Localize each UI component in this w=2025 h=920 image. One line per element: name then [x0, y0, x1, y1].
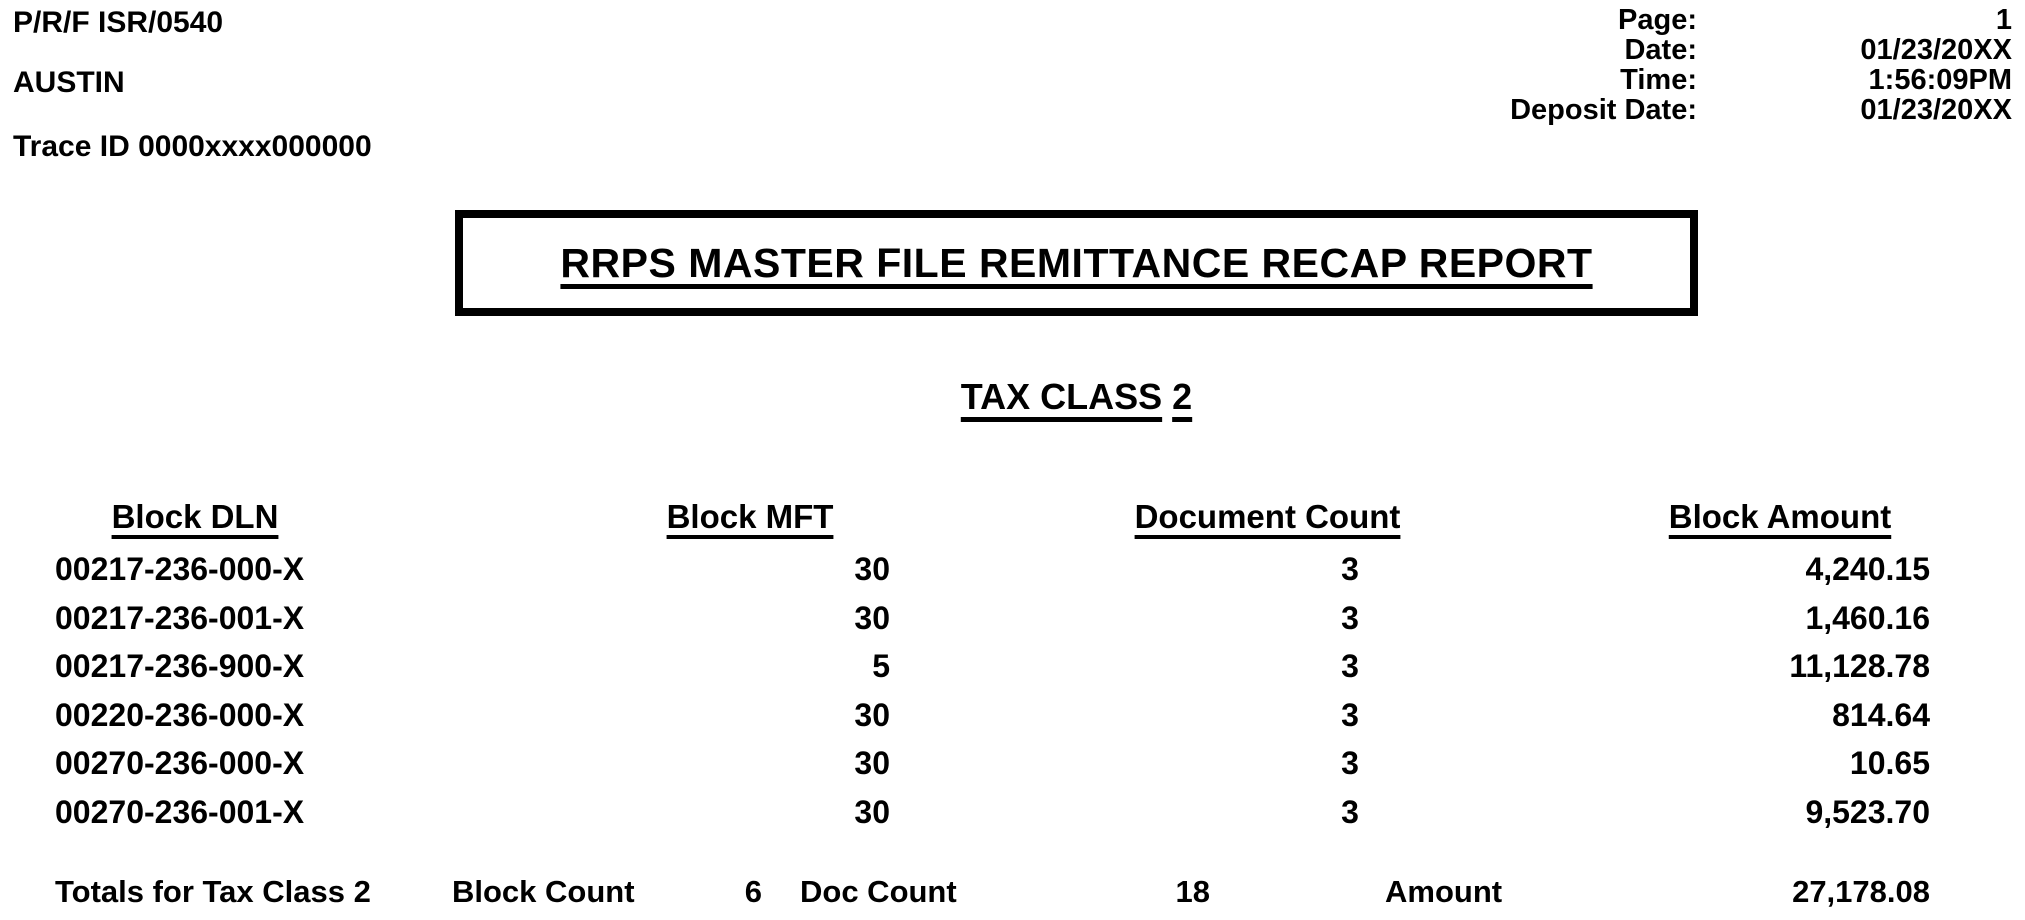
tax-class-heading: TAX CLASS 2 [455, 376, 1698, 418]
amount-value: 27,178.08 [1792, 874, 1930, 909]
cell-doc-count: 3 [1341, 551, 1359, 587]
time-label: Time: [1620, 64, 1697, 96]
cell-block-mft: 30 [854, 697, 890, 733]
cell-doc-count: 3 [1341, 697, 1359, 733]
info-row-date: Date: 01/23/20XX [0, 35, 2025, 65]
cell-block-dln: 00270-236-001-X [55, 794, 305, 830]
tax-class-value: 2 [1172, 376, 1193, 417]
col-header-block-amount: Block Amount [1668, 498, 1892, 535]
report-title-box: RRPS MASTER FILE REMITTANCE RECAP REPORT [455, 210, 1698, 316]
table-row: 00270-236-000-X 30 3 10.65 [0, 745, 2025, 789]
info-row-page: Page: 1 [0, 5, 2025, 35]
deposit-date-value: 01/23/20XX [1860, 94, 2012, 126]
report-code: P/R/F ISR/0540 [13, 6, 224, 39]
page-value: 1 [1995, 4, 2012, 36]
info-row-time: Time: 1:56:09PM [0, 65, 2025, 95]
page-label: Page: [1618, 4, 1697, 36]
date-value: 01/23/20XX [1860, 34, 2012, 66]
info-row-deposit-date: Deposit Date: 01/23/20XX [0, 95, 2025, 125]
table-header-row: Block DLN Block MFT Document Count Block… [0, 498, 2025, 544]
col-header-block-dln: Block DLN [111, 498, 279, 535]
col-header-block-mft: Block MFT [666, 498, 834, 535]
cell-block-dln: 00220-236-000-X [55, 697, 305, 733]
totals-row: Totals for Tax Class 2 Block Count 6 Doc… [0, 874, 2025, 914]
cell-block-mft: 30 [854, 600, 890, 636]
time-value: 1:56:09PM [1868, 64, 2012, 96]
cell-block-amount: 4,240.15 [1805, 551, 1930, 587]
cell-block-dln: 00270-236-000-X [55, 745, 305, 781]
cell-block-dln: 00217-236-001-X [55, 600, 305, 636]
amount-label: Amount [1385, 874, 1503, 909]
table-row: 00217-236-900-X 5 3 11,128.78 [0, 648, 2025, 692]
doc-count-value: 18 [1175, 874, 1210, 909]
cell-doc-count: 3 [1341, 600, 1359, 636]
cell-block-amount: 814.64 [1832, 697, 1930, 733]
cell-block-mft: 30 [854, 745, 890, 781]
cell-block-amount: 10.65 [1849, 745, 1930, 781]
cell-block-mft: 30 [854, 551, 890, 587]
cell-block-mft: 30 [854, 794, 890, 830]
trace-id: Trace ID 0000xxxx000000 [13, 130, 372, 163]
table-row: 00217-236-001-X 30 3 1,460.16 [0, 600, 2025, 644]
cell-block-mft: 5 [872, 648, 890, 684]
block-count-value: 6 [744, 874, 762, 909]
cell-doc-count: 3 [1341, 745, 1359, 781]
date-label: Date: [1624, 34, 1697, 66]
cell-doc-count: 3 [1341, 794, 1359, 830]
site-name: AUSTIN [13, 66, 125, 99]
totals-label: Totals for Tax Class 2 [55, 874, 371, 909]
cell-block-dln: 00217-236-000-X [55, 551, 305, 587]
col-header-document-count: Document Count [1134, 498, 1401, 535]
cell-doc-count: 3 [1341, 648, 1359, 684]
table-row: 00217-236-000-X 30 3 4,240.15 [0, 551, 2025, 595]
table-row: 00270-236-001-X 30 3 9,523.70 [0, 794, 2025, 838]
block-count-label: Block Count [452, 874, 635, 909]
cell-block-amount: 1,460.16 [1805, 600, 1930, 636]
cell-block-amount: 9,523.70 [1805, 794, 1930, 830]
report-title: RRPS MASTER FILE REMITTANCE RECAP REPORT [560, 239, 1593, 286]
deposit-date-label: Deposit Date: [1510, 94, 1697, 126]
cell-block-amount: 11,128.78 [1789, 648, 1930, 684]
cell-block-dln: 00217-236-900-X [55, 648, 305, 684]
doc-count-label: Doc Count [800, 874, 957, 909]
tax-class-label: TAX CLASS [960, 376, 1163, 417]
table-row: 00220-236-000-X 30 3 814.64 [0, 697, 2025, 741]
